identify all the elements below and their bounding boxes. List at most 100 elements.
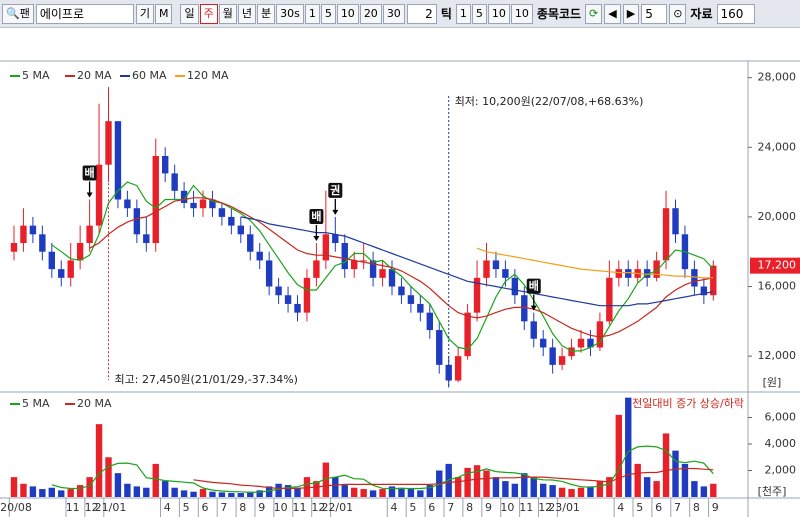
tick-button[interactable]: 5 bbox=[471, 3, 487, 24]
period-button[interactable]: 5 bbox=[320, 3, 336, 24]
candle-body bbox=[218, 208, 226, 217]
candle-body bbox=[265, 260, 273, 287]
marker-arrowhead bbox=[332, 209, 339, 215]
unit-label: [원] bbox=[763, 376, 782, 389]
price-tag-label: 17,200 bbox=[758, 259, 797, 272]
candle-body bbox=[332, 234, 339, 244]
candle-body bbox=[587, 338, 594, 348]
candle-body bbox=[540, 338, 547, 348]
marker-box bbox=[309, 209, 324, 225]
candle-body bbox=[20, 225, 27, 244]
period-button[interactable]: 20 bbox=[359, 3, 382, 24]
x-tick-label: 4 bbox=[391, 501, 398, 514]
candle-body bbox=[596, 321, 604, 348]
volume-bar bbox=[549, 485, 556, 497]
tick-button[interactable]: 10 bbox=[510, 3, 533, 24]
x-tick-label: 9 bbox=[485, 501, 492, 514]
volume-bar bbox=[596, 481, 604, 497]
next-button[interactable]: ▶ bbox=[622, 3, 640, 24]
volume-bar bbox=[171, 487, 178, 497]
tool-button[interactable]: M bbox=[154, 3, 173, 24]
volume-bar bbox=[681, 463, 689, 497]
legend-label: 120 MA bbox=[187, 69, 229, 82]
candle-body bbox=[284, 295, 292, 304]
volume-bar bbox=[492, 477, 500, 497]
x-tick-label: 11 bbox=[519, 501, 533, 514]
count[interactable]: 5 bbox=[641, 3, 668, 24]
refresh-button[interactable]: ⟳ bbox=[585, 3, 603, 24]
volume-bar bbox=[265, 486, 273, 497]
tick-button[interactable]: 1 bbox=[455, 3, 471, 24]
marker-arrowhead bbox=[530, 305, 537, 311]
volume-bar bbox=[39, 489, 46, 497]
period-button[interactable]: 30 bbox=[382, 3, 405, 24]
period-button[interactable]: 분 bbox=[256, 3, 276, 24]
candle-body bbox=[180, 190, 188, 203]
legend-label: 20 MA bbox=[77, 397, 112, 410]
candle-body bbox=[133, 208, 141, 235]
candle-body bbox=[530, 321, 537, 339]
volume-bar bbox=[672, 450, 679, 497]
period-button[interactable]: 일 bbox=[180, 3, 199, 24]
volume-title: 전일대비 증가 상승/하락 bbox=[632, 396, 744, 410]
candle-body bbox=[105, 121, 112, 165]
candle-body bbox=[143, 234, 150, 244]
volume-bar bbox=[360, 489, 367, 497]
candle-body bbox=[114, 121, 122, 200]
volume-bar bbox=[20, 483, 27, 497]
volume-bar bbox=[322, 462, 330, 497]
y-tick-label: 12,000 bbox=[758, 349, 797, 362]
volume-bar bbox=[464, 467, 471, 497]
volume-bar bbox=[114, 473, 122, 497]
volume-bar bbox=[643, 477, 651, 497]
candle-body bbox=[653, 260, 660, 278]
marker-box bbox=[82, 165, 97, 181]
tick-count[interactable]: 2 bbox=[406, 3, 437, 24]
marker-label: 배 bbox=[85, 166, 95, 180]
price-tag bbox=[750, 257, 800, 274]
tool-button[interactable]: 기 bbox=[135, 3, 154, 24]
x-tick-label: 12 bbox=[538, 501, 552, 514]
x-tick-label: 8 bbox=[693, 501, 700, 514]
tick-button[interactable]: 10 bbox=[487, 3, 510, 24]
period-button[interactable]: 30s bbox=[276, 3, 304, 24]
data-count[interactable]: 160 bbox=[716, 3, 755, 24]
period-button[interactable]: 1 bbox=[304, 3, 320, 24]
candle-body bbox=[662, 208, 670, 261]
candle-body bbox=[199, 199, 207, 209]
period-button[interactable]: 10 bbox=[336, 3, 359, 24]
stock-name[interactable]: 에이프로 bbox=[35, 3, 134, 24]
volume-bar bbox=[152, 463, 159, 497]
volume-bar bbox=[351, 487, 358, 497]
volume-bar bbox=[502, 481, 509, 497]
x-tick-label: 7 bbox=[447, 501, 454, 514]
volume-bar bbox=[606, 477, 613, 497]
period-button[interactable]: 월 bbox=[218, 3, 237, 24]
y-tick-label: 6,000 bbox=[765, 411, 797, 424]
volume-bar bbox=[341, 485, 348, 497]
candle-body bbox=[171, 173, 178, 191]
volume-bar bbox=[587, 486, 594, 497]
y-tick-label: 16,000 bbox=[758, 280, 797, 293]
prev-button[interactable]: ◀ bbox=[604, 3, 621, 24]
zoom-button[interactable]: ⊙ bbox=[669, 3, 687, 24]
volume-bar bbox=[540, 483, 547, 497]
candle-body bbox=[360, 260, 367, 262]
x-tick-label: 6 bbox=[428, 501, 435, 514]
volume-bar bbox=[662, 433, 670, 497]
candle-body bbox=[39, 234, 46, 252]
period-button[interactable]: 년 bbox=[237, 3, 256, 24]
candle-body bbox=[29, 225, 37, 235]
volume-bar bbox=[634, 463, 641, 497]
candle-body bbox=[492, 260, 500, 270]
x-tick-label: 4 bbox=[617, 501, 624, 514]
search-button[interactable]: 🔍팬 bbox=[2, 3, 34, 24]
tick-buttons: 1 5 10 10 bbox=[455, 3, 533, 24]
volume-bar bbox=[388, 486, 396, 497]
legend-label: 20 MA bbox=[77, 69, 112, 82]
candle-body bbox=[502, 269, 509, 278]
tick-label: 틱 bbox=[440, 7, 452, 21]
volume-bar bbox=[67, 489, 74, 497]
period-button[interactable]: 주 bbox=[199, 3, 218, 24]
candle-body bbox=[86, 225, 93, 244]
